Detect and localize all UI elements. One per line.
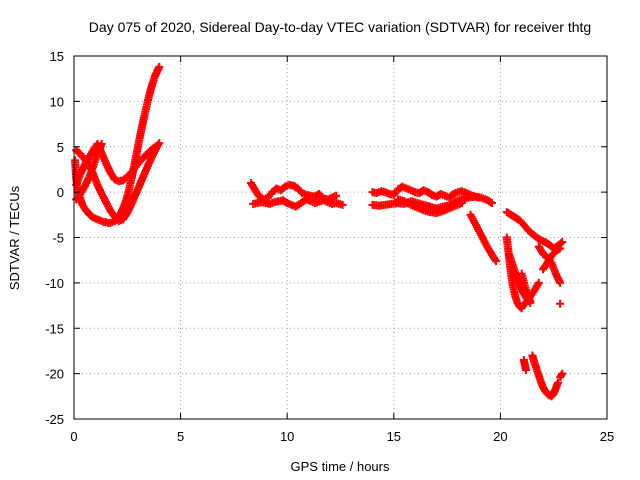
data-point bbox=[155, 62, 164, 71]
data-point bbox=[492, 257, 501, 266]
data-point bbox=[556, 299, 565, 308]
x-tick-label: 20 bbox=[493, 429, 507, 444]
x-tick-label: 15 bbox=[387, 429, 401, 444]
data-point bbox=[458, 199, 467, 208]
series-mid2 bbox=[249, 195, 347, 211]
series-late1 bbox=[502, 208, 567, 253]
series-tail bbox=[556, 299, 565, 308]
data-point bbox=[491, 255, 500, 264]
y-tick-label: -25 bbox=[45, 412, 64, 427]
x-axis-label: GPS time / hours bbox=[291, 459, 390, 474]
series-afternoon3 bbox=[394, 195, 467, 217]
series-late7 bbox=[517, 278, 543, 311]
data-point bbox=[521, 365, 530, 374]
y-tick-label: 5 bbox=[57, 140, 64, 155]
data-point bbox=[153, 142, 162, 151]
series-mid1 bbox=[246, 179, 341, 204]
data-points bbox=[71, 62, 567, 401]
series-descent bbox=[466, 210, 501, 266]
series-dip1 bbox=[519, 356, 530, 374]
x-tick-label: 25 bbox=[600, 429, 614, 444]
data-point bbox=[534, 278, 543, 287]
series-dip2 bbox=[528, 351, 562, 401]
axis-ticks: 0 5 10 15 20 25 15 10 5 0 -5 -10 -15 -20 -25 bbox=[45, 49, 614, 444]
y-tick-label: -15 bbox=[45, 321, 64, 336]
data-point bbox=[556, 278, 565, 287]
chart-title: Day 075 of 2020, Sidereal Day-to-day VTE… bbox=[89, 19, 591, 35]
x-tick-label: 5 bbox=[177, 429, 184, 444]
x-tick-label: 0 bbox=[70, 429, 77, 444]
y-tick-label: -10 bbox=[45, 276, 64, 291]
series-dip3 bbox=[556, 369, 567, 382]
x-tick-label: 10 bbox=[280, 429, 294, 444]
data-point bbox=[332, 191, 341, 200]
data-point bbox=[338, 200, 347, 209]
data-point bbox=[556, 244, 565, 253]
data-point bbox=[558, 238, 567, 247]
data-point bbox=[558, 369, 567, 378]
y-tick-label: 0 bbox=[57, 185, 64, 200]
y-tick-label: 10 bbox=[50, 94, 64, 109]
y-tick-label: -20 bbox=[45, 367, 64, 382]
data-point bbox=[97, 140, 106, 149]
data-point bbox=[553, 378, 562, 387]
data-point bbox=[487, 199, 496, 208]
y-axis-label: SDTVAR / TECUs bbox=[7, 185, 22, 290]
series-late6 bbox=[539, 244, 565, 274]
y-tick-label: -5 bbox=[52, 231, 64, 246]
y-tick-label: 15 bbox=[50, 49, 64, 64]
series-arc4 bbox=[72, 140, 106, 204]
